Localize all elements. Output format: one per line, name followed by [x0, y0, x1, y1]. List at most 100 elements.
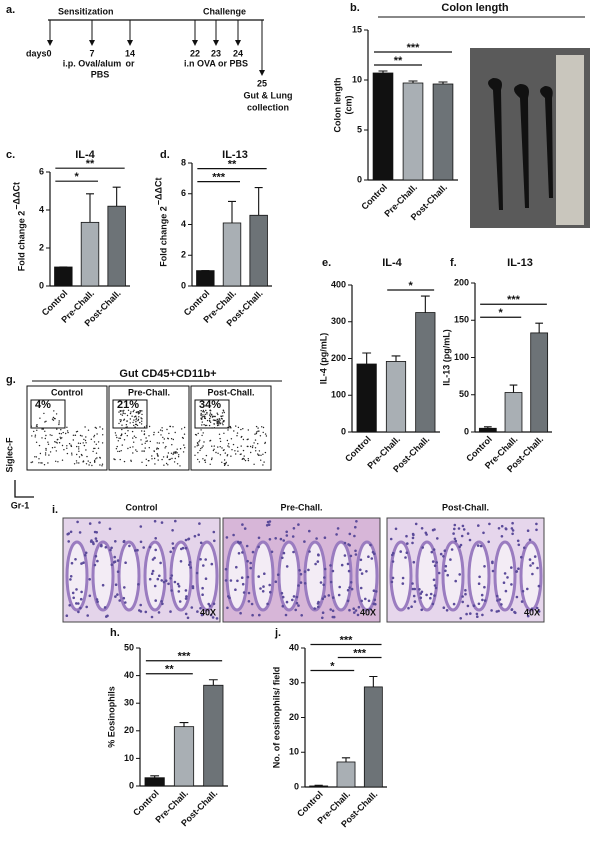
- event-dot: [166, 455, 169, 457]
- nucleus: [232, 533, 235, 537]
- nucleus: [535, 528, 538, 532]
- event-dot: [81, 454, 83, 457]
- event-dot: [235, 453, 237, 455]
- bar: [144, 777, 165, 787]
- event-dot: [145, 425, 148, 427]
- error-bar: [483, 426, 492, 429]
- nucleus: [453, 523, 457, 527]
- nucleus: [228, 596, 231, 600]
- crypt: [389, 540, 413, 612]
- y-tick-label: 0: [181, 280, 186, 290]
- nucleus: [389, 537, 393, 541]
- nucleus: [142, 546, 145, 549]
- nucleus: [265, 524, 269, 527]
- nucleus: [430, 550, 434, 554]
- nucleus: [65, 614, 69, 617]
- event-dot: [181, 428, 183, 430]
- event-dot: [148, 425, 151, 428]
- x-tick-label: Control: [131, 788, 161, 818]
- y-tick-label: 30: [289, 677, 299, 687]
- nucleus: [355, 520, 358, 523]
- nucleus: [98, 521, 101, 524]
- event-dot: [66, 447, 68, 449]
- nucleus: [303, 570, 307, 573]
- nucleus: [178, 600, 182, 603]
- nucleus: [308, 529, 311, 533]
- nucleus: [354, 549, 357, 553]
- event-dot: [148, 435, 150, 437]
- event-dot: [54, 446, 56, 448]
- nucleus: [193, 534, 197, 538]
- event-dot: [174, 457, 176, 460]
- nucleus: [123, 586, 126, 589]
- event-dot: [226, 454, 229, 456]
- event-dot: [163, 464, 165, 466]
- event-dot: [220, 417, 223, 420]
- nucleus: [245, 544, 249, 548]
- event-dot: [56, 442, 58, 444]
- event-dot: [148, 447, 150, 449]
- event-dot: [216, 412, 218, 414]
- event-dot: [213, 448, 215, 450]
- event-dot: [228, 446, 230, 448]
- event-dot: [240, 428, 242, 431]
- y-tick-label: 0: [129, 780, 134, 790]
- nucleus: [285, 534, 289, 537]
- nucleus: [79, 597, 83, 601]
- nucleus: [82, 561, 85, 564]
- nucleus: [530, 607, 534, 610]
- nucleus: [335, 533, 338, 536]
- nucleus: [77, 610, 80, 614]
- event-dot: [95, 443, 98, 445]
- nucleus: [292, 595, 296, 598]
- event-dot: [54, 418, 56, 420]
- bar: [415, 312, 436, 433]
- nucleus: [113, 555, 116, 559]
- bar: [504, 392, 523, 433]
- nucleus: [331, 596, 335, 599]
- nucleus: [68, 604, 71, 607]
- event-dot: [215, 451, 217, 454]
- nucleus: [466, 604, 470, 608]
- nucleus: [413, 600, 417, 603]
- event-dot: [55, 460, 57, 462]
- nucleus: [478, 575, 481, 579]
- nucleus: [490, 609, 493, 612]
- event-dot: [133, 419, 135, 421]
- event-dot: [219, 423, 222, 425]
- event-dot: [95, 458, 97, 460]
- nucleus: [443, 549, 447, 552]
- event-dot: [221, 461, 223, 463]
- nucleus: [114, 583, 118, 586]
- event-dot: [118, 411, 120, 413]
- error-bar: [314, 784, 323, 786]
- event-dot: [45, 449, 47, 451]
- bar: [107, 205, 126, 287]
- nucleus: [477, 602, 481, 606]
- event-dot: [157, 455, 159, 457]
- nucleus: [181, 546, 185, 550]
- event-dot: [170, 452, 173, 454]
- panel-label: h.: [110, 627, 120, 639]
- event-dot: [122, 411, 124, 413]
- event-dot: [79, 434, 82, 437]
- bar: [54, 266, 73, 287]
- nucleus: [75, 588, 78, 591]
- event-dot: [156, 454, 159, 456]
- y-tick-label: 40: [289, 642, 299, 652]
- nucleus: [139, 603, 142, 607]
- event-dot: [66, 430, 69, 432]
- axis-label: Gr-1: [11, 500, 30, 510]
- event-dot: [62, 431, 64, 434]
- event-dot: [72, 439, 75, 441]
- event-dot: [133, 435, 136, 437]
- nucleus: [170, 589, 173, 592]
- nucleus: [292, 527, 296, 530]
- nucleus: [291, 598, 294, 602]
- nucleus: [104, 546, 108, 549]
- event-dot: [201, 434, 203, 437]
- nucleus: [269, 590, 272, 594]
- nucleus: [139, 540, 143, 544]
- event-dot: [255, 431, 258, 433]
- event-dot: [58, 423, 60, 426]
